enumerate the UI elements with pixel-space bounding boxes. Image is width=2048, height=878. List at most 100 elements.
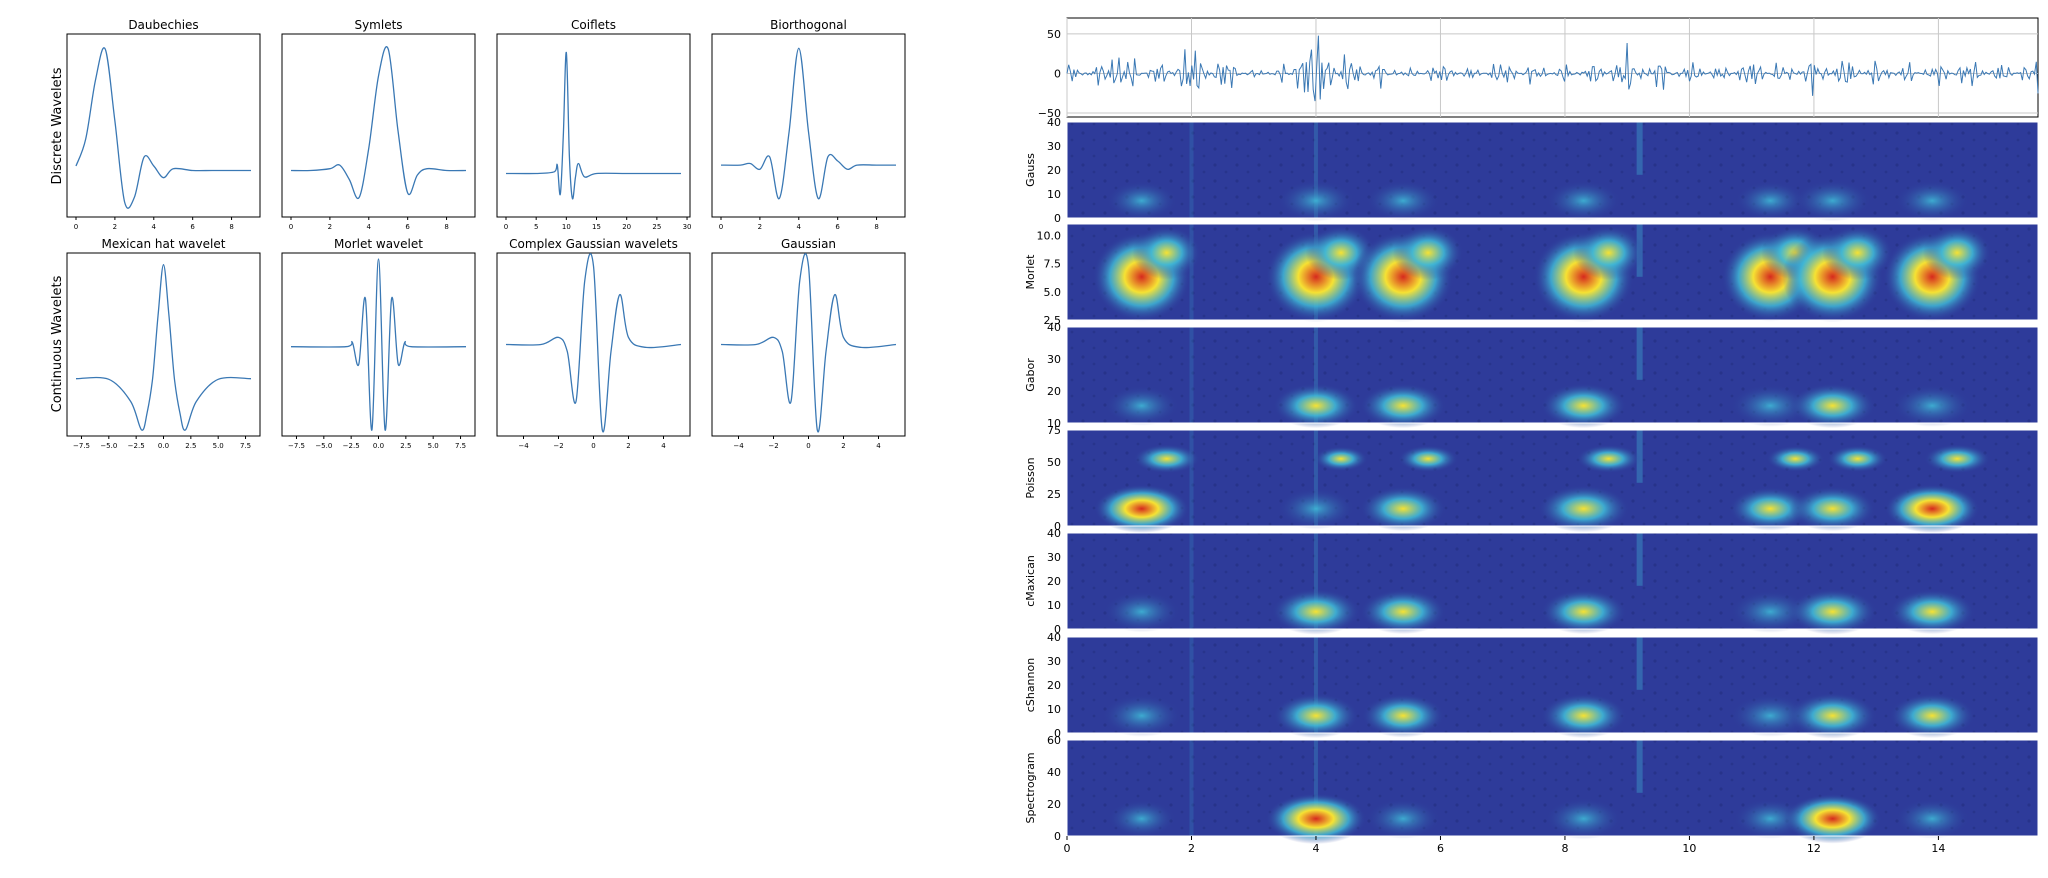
x-tick-label: −2	[768, 442, 778, 450]
x-tick-label: 6	[405, 223, 410, 231]
heatmap-hotspot	[1540, 589, 1627, 635]
y-tick-label: −50	[1038, 107, 1061, 120]
heatmap-streak	[1636, 740, 1643, 793]
x-tick-label: 15	[592, 223, 601, 231]
x-tick-label: 25	[652, 223, 661, 231]
x-tick-label: 7.5	[240, 442, 251, 450]
heatmap-hotspot	[1360, 486, 1447, 532]
plot-frame	[711, 33, 906, 218]
panel-title: Mexican hat wavelet	[102, 237, 226, 251]
wavelet-panel-1: Daubechies 0 2 4 6 8	[66, 18, 261, 231]
row-label-continuous: Continuous Wavelets	[50, 275, 65, 412]
heatmap-streak	[1189, 122, 1194, 218]
x-tick-label: 5.0	[428, 442, 439, 450]
y-tick-label: 30	[1047, 140, 1061, 153]
x-tick-label: 8	[229, 223, 233, 231]
x-tick-label: 4	[1312, 842, 1319, 855]
wavelet-line	[720, 253, 897, 433]
y-tick-label: 50	[1047, 456, 1061, 469]
heatmap-streak	[1636, 327, 1643, 380]
heatmap-hotspot	[1106, 181, 1178, 221]
heatmap-hotspot	[1133, 444, 1200, 474]
heatmap-streak	[1313, 637, 1318, 733]
heatmap-hotspot	[1576, 444, 1641, 473]
heatmap-poisson: Poisson 0 25 50 75	[1024, 424, 2039, 533]
y-tick-label: 7.5	[1044, 258, 1062, 271]
y-tick-label: 10	[1047, 188, 1061, 201]
x-tick-label: 4	[797, 223, 802, 231]
plot-frame	[281, 33, 476, 218]
heatmap-hotspot	[1794, 180, 1872, 222]
heatmap-hotspot	[1884, 484, 1980, 533]
x-tick-label: 14	[1931, 842, 1945, 855]
x-tick-label: 8	[1561, 842, 1568, 855]
y-tick-label: 75	[1047, 424, 1061, 437]
y-tick-label: 0	[1054, 67, 1061, 80]
wavelet-panel-8: Gaussian −4 −2 0 2 4	[711, 237, 906, 450]
x-tick-label: 4	[152, 223, 157, 231]
x-tick-label: 0	[504, 223, 508, 231]
x-tick-label: 30	[683, 223, 692, 231]
y-tick-label: 40	[1047, 116, 1061, 129]
x-tick-label: −4	[733, 442, 744, 450]
heatmap-hotspot	[1361, 693, 1445, 738]
heatmap-streak	[1189, 327, 1194, 423]
wavelet-panel-4: Biorthogonal 0 2 4 6 8	[711, 18, 906, 231]
y-tick-label: 20	[1047, 385, 1061, 398]
heatmap-ylabel: Morlet	[1024, 254, 1037, 290]
heatmap-hotspot	[1922, 225, 1992, 280]
x-tick-label: 2	[113, 223, 117, 231]
y-tick-label: 60	[1047, 734, 1061, 747]
x-tick-label: 2	[328, 223, 332, 231]
y-tick-label: 10	[1047, 599, 1061, 612]
y-tick-label: 0	[1054, 727, 1061, 740]
heatmap-hotspot	[1730, 590, 1811, 633]
heatmap-streak	[1189, 430, 1194, 526]
heatmap-hotspot	[1277, 488, 1355, 530]
y-tick-label: 2.5	[1044, 314, 1062, 327]
y-tick-label: 20	[1047, 798, 1061, 811]
heatmap-frame	[1066, 121, 2039, 219]
x-tick-label: −7.5	[288, 442, 305, 450]
y-tick-label: 20	[1047, 164, 1061, 177]
x-tick-label: 6	[1437, 842, 1444, 855]
heatmap-hotspot	[1895, 798, 1970, 839]
y-tick-label: 0	[1054, 830, 1061, 843]
heatmap-frame	[1066, 223, 2039, 321]
y-tick-label: 40	[1047, 527, 1061, 540]
heatmap-hotspot	[1360, 383, 1447, 429]
x-tick-label: 8	[874, 223, 878, 231]
heatmap-hotspot	[1730, 694, 1811, 737]
wavelet-panel-5: Mexican hat wavelet −7.5 −5.0 −2.5 0.0 2.5 5.0…	[66, 237, 261, 450]
y-tick-label: 40	[1047, 631, 1061, 644]
x-tick-label: −4	[518, 442, 529, 450]
y-tick-label: 50	[1047, 28, 1061, 41]
x-tick-label: 0	[591, 442, 595, 450]
x-tick-label: 2	[626, 442, 630, 450]
heatmap-hotspot	[1132, 225, 1201, 280]
x-tick-label: −2	[553, 442, 563, 450]
plot-frame	[281, 252, 476, 437]
heatmap-hotspot	[1889, 589, 1976, 635]
x-tick-label: 6	[190, 223, 195, 231]
y-tick-label: 0	[1054, 520, 1061, 533]
heatmap-streak	[1189, 637, 1194, 733]
panel-title: Morlet wavelet	[334, 237, 423, 251]
heatmap-ylabel: cMaxican	[1024, 555, 1037, 607]
heatmap-hotspot	[1766, 445, 1825, 472]
heatmap-frame	[1066, 532, 2039, 630]
wavelet-panel-6: Morlet wavelet −7.5 −5.0 −2.5 0.0 2.5 5.0 7.5	[281, 237, 476, 450]
heatmap-hotspot	[1730, 384, 1811, 427]
heatmap-hotspot	[1101, 694, 1182, 737]
heatmap-hotspot	[1104, 385, 1179, 426]
heatmap-spectrogram: Spectrogram 0 20 40 60 0 2 4 6 8 10 12 14	[1024, 734, 2039, 855]
y-tick-label: 30	[1047, 655, 1061, 668]
heatmap-hotspot	[1895, 180, 1970, 221]
heatmap-hotspot	[1734, 181, 1806, 221]
y-tick-label: 20	[1047, 679, 1061, 692]
heatmap-streak	[1189, 533, 1194, 629]
heatmap-frame	[1066, 326, 2039, 424]
heatmap-frame	[1066, 636, 2039, 734]
y-tick-label: 25	[1047, 488, 1061, 501]
heatmap-hotspot	[1265, 793, 1367, 845]
